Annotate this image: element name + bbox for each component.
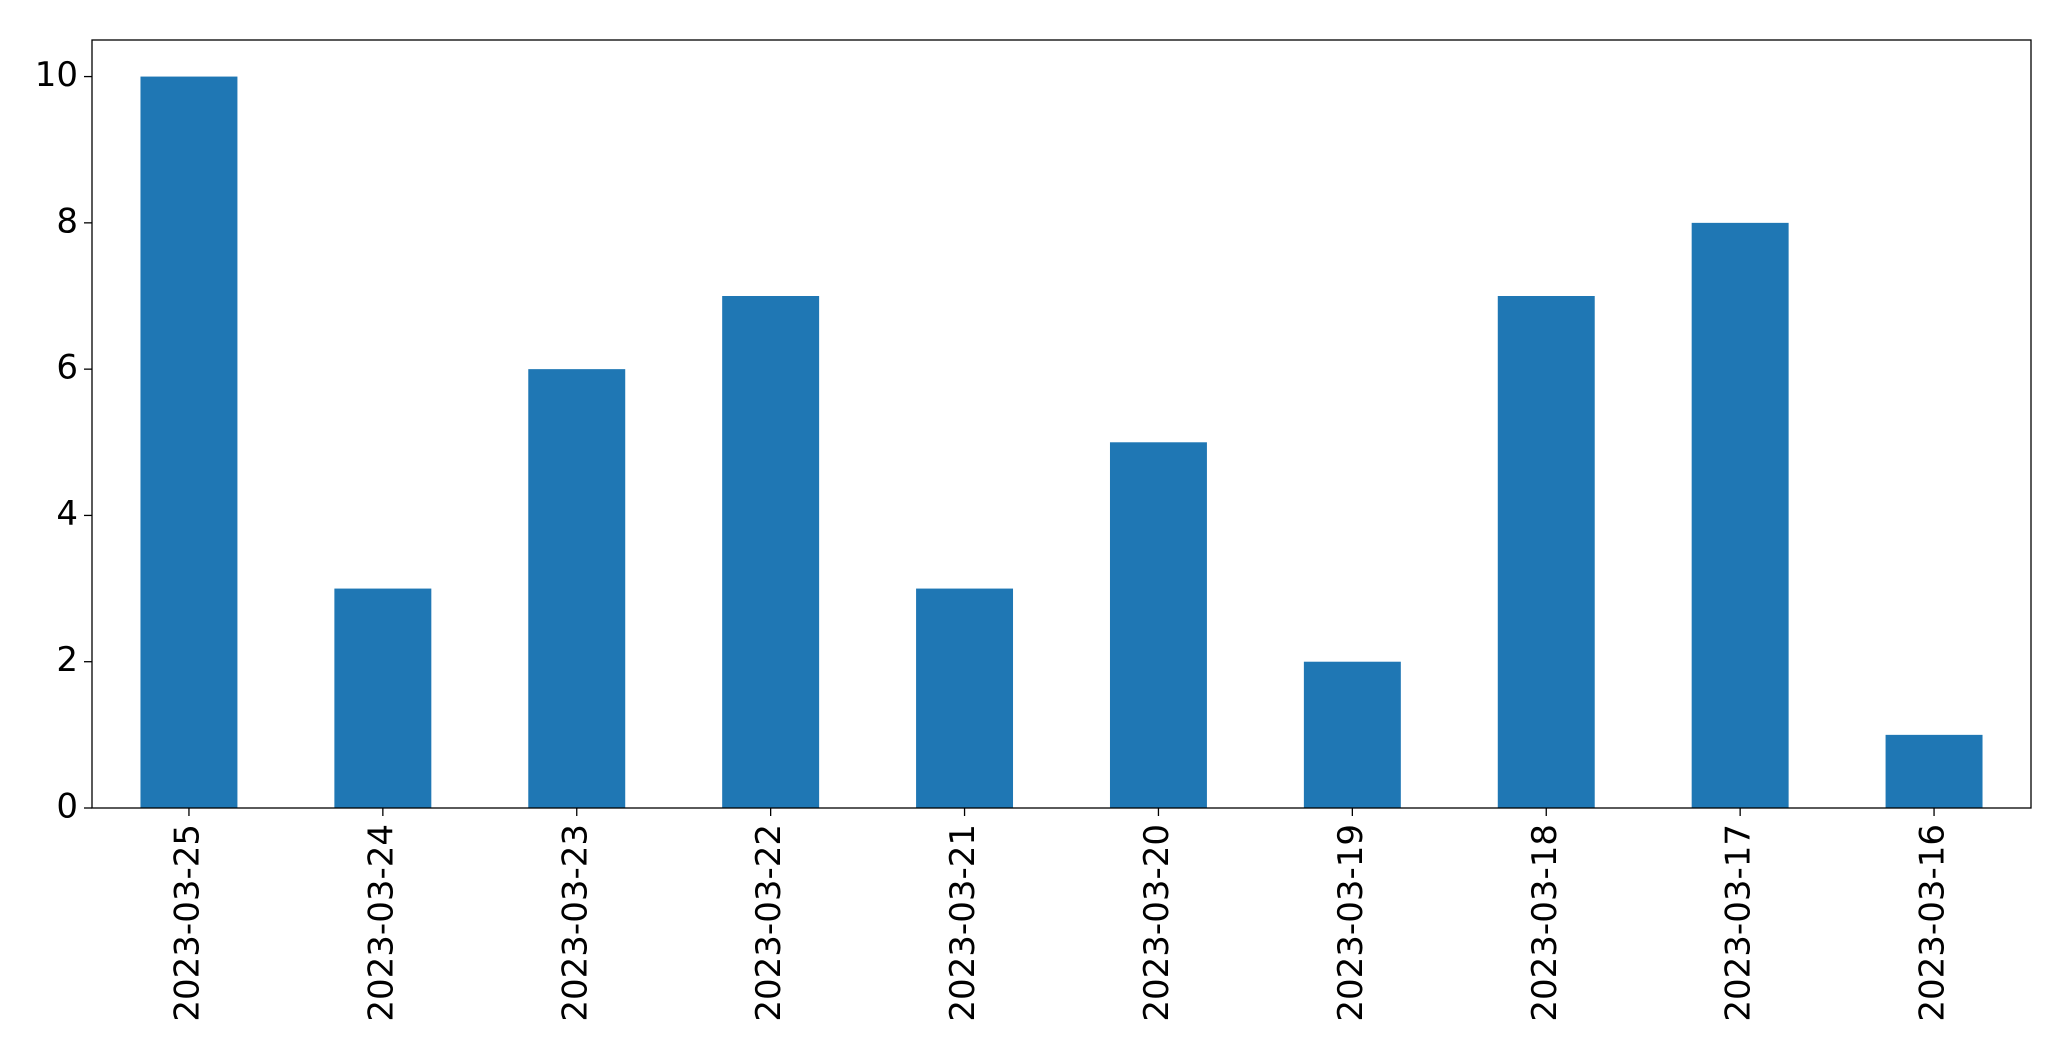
x-tick-label: 2023-03-20 bbox=[1137, 824, 1177, 1022]
bar bbox=[528, 369, 626, 808]
bar bbox=[334, 588, 432, 808]
x-tick-label: 2023-03-19 bbox=[1331, 824, 1371, 1022]
y-tick-label: 6 bbox=[56, 348, 78, 388]
bar bbox=[140, 76, 238, 809]
bar bbox=[916, 588, 1014, 808]
bar bbox=[1691, 222, 1789, 808]
x-tick-label: 2023-03-25 bbox=[167, 824, 207, 1022]
y-tick-label: 10 bbox=[35, 55, 78, 95]
y-tick-label: 4 bbox=[56, 494, 78, 534]
y-tick-label: 2 bbox=[56, 640, 78, 680]
x-tick-label: 2023-03-17 bbox=[1719, 824, 1759, 1022]
y-tick-label: 0 bbox=[56, 787, 78, 827]
plot-frame bbox=[91, 39, 2032, 809]
x-tick-label: 2023-03-21 bbox=[943, 824, 983, 1022]
bar bbox=[722, 296, 820, 808]
x-tick-label: 2023-03-16 bbox=[1913, 824, 1953, 1022]
bar bbox=[1303, 661, 1401, 808]
bar bbox=[1109, 442, 1207, 808]
bar bbox=[1497, 296, 1595, 808]
y-tick-label: 8 bbox=[56, 201, 78, 241]
x-tick-label: 2023-03-18 bbox=[1525, 824, 1565, 1022]
bar bbox=[1885, 734, 1983, 808]
x-tick-label: 2023-03-22 bbox=[749, 824, 789, 1022]
x-tick-label: 2023-03-23 bbox=[555, 824, 595, 1022]
x-tick-label: 2023-03-24 bbox=[361, 824, 401, 1022]
